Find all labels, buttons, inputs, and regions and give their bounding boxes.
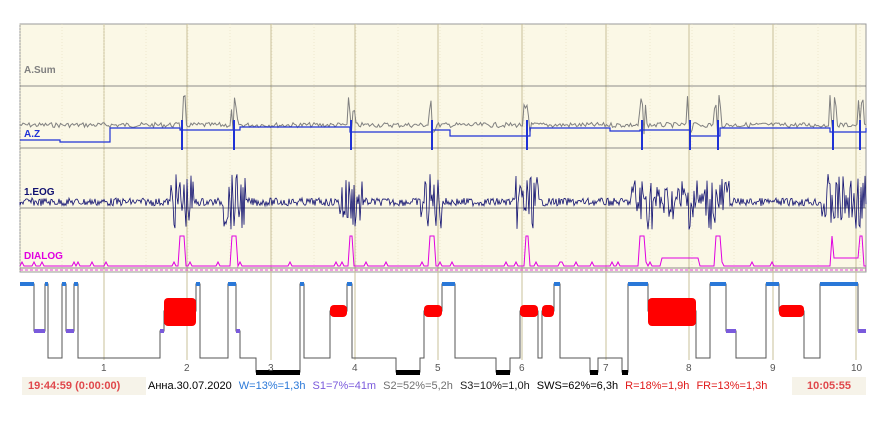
hour-mark-8: 8 — [686, 363, 692, 374]
summary-s3: S3=10%=1,0h — [459, 380, 530, 392]
channel-label-eog: 1.EOG — [24, 187, 55, 198]
hour-mark-6: 6 — [519, 363, 525, 374]
summary-sws: SWS=62%=6,3h — [536, 380, 619, 392]
hour-mark-4: 4 — [352, 363, 358, 374]
summary-fr: FR=13%=1,3h — [696, 380, 768, 392]
summary-s1: S1=7%=41m — [312, 380, 377, 392]
end-time: 10:05:55 — [792, 377, 866, 395]
hour-mark-1: 1 — [101, 363, 107, 374]
summary-wake: W=13%=1,3h — [238, 380, 306, 392]
channel-label-a-z: A.Z — [24, 129, 41, 140]
hour-mark-3: 3 — [268, 363, 274, 374]
hour-mark-10: 10 — [851, 363, 863, 374]
hour-mark-9: 9 — [770, 363, 776, 374]
summary-rem: R=18%=1,9h — [625, 380, 690, 392]
hypnogram[interactable] — [20, 282, 866, 375]
dialog-trace — [19, 235, 866, 268]
start-time: 19:44:59 (0:00:00) — [22, 377, 146, 395]
hour-mark-5: 5 — [435, 363, 441, 374]
status-bar: 19:44:59 (0:00:00) Анна.30.07.2020 W=13%… — [20, 377, 866, 395]
sleep-summary: Анна.30.07.2020 W=13%=1,3h S1=7%=41m S2=… — [148, 377, 771, 395]
hour-mark-7: 7 — [603, 363, 609, 374]
a-sum-trace — [19, 95, 867, 135]
hour-gridlines — [19, 24, 866, 360]
summary-s2: S2=52%=5,2h — [383, 380, 453, 392]
channel-label-a-sum: A.Sum — [24, 65, 56, 76]
channel-label-dialog: DIALOG — [24, 251, 63, 262]
eog-trace — [19, 174, 867, 230]
a-z-trace — [20, 120, 867, 150]
hour-mark-2: 2 — [184, 363, 190, 374]
summary-patient-date: Анна.30.07.2020 — [148, 380, 232, 392]
